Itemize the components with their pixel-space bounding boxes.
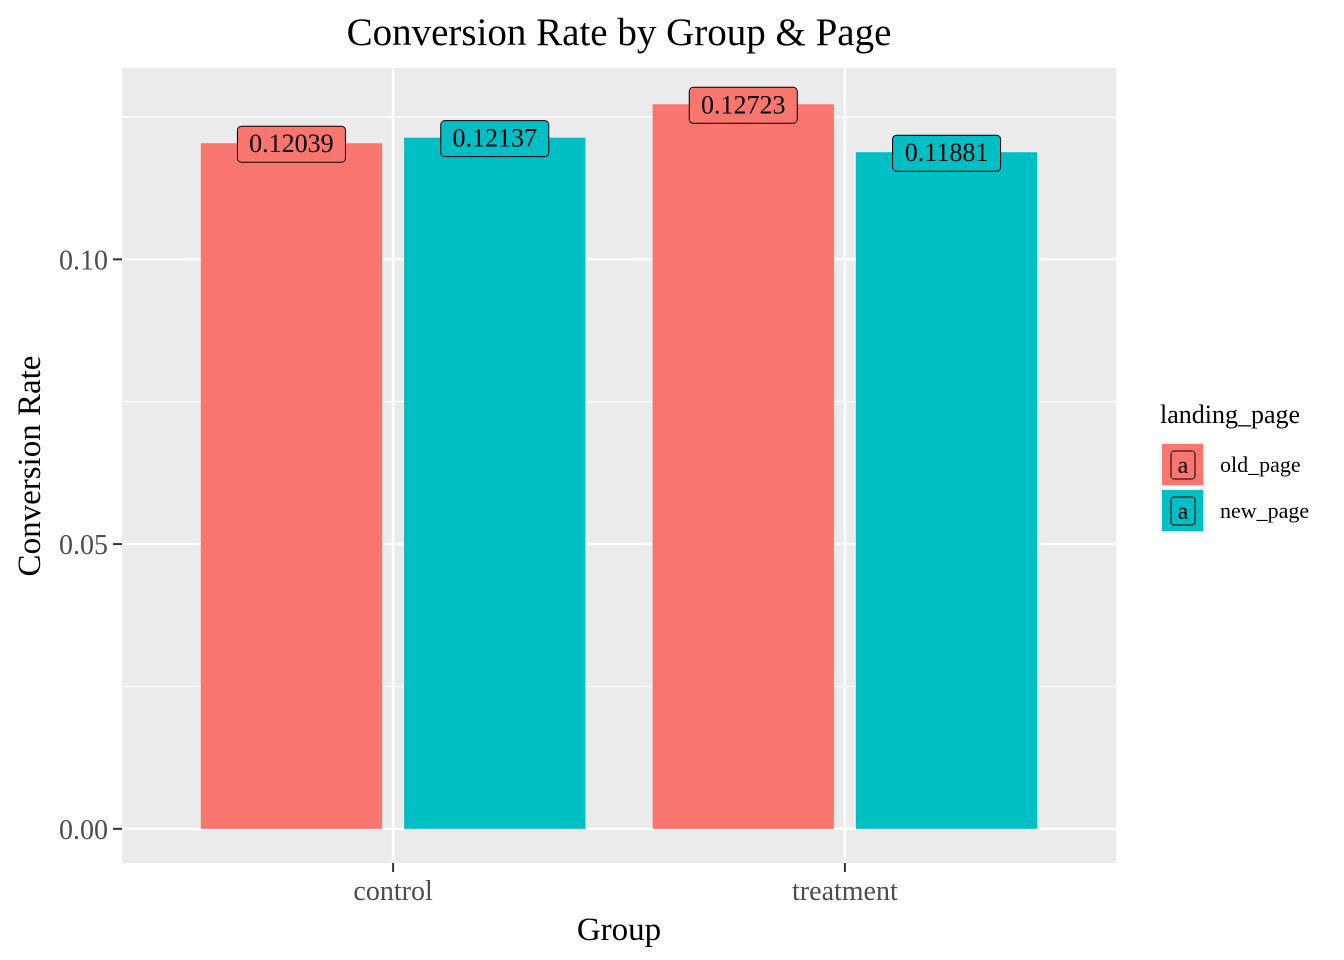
data-label-box	[440, 120, 550, 158]
bar	[652, 104, 834, 829]
bar	[200, 143, 383, 829]
y-tick-label: 0.10	[59, 245, 108, 276]
legend-key-label-box	[1170, 450, 1196, 480]
y-tick-label: 0.05	[59, 530, 108, 561]
data-label: 0.11881	[905, 138, 989, 167]
data-label: 0.12039	[249, 129, 334, 158]
legend-item-label: old_page	[1220, 452, 1301, 477]
legend-item-label: new_page	[1220, 498, 1309, 523]
chart-title: Conversion Rate by Group & Page	[347, 11, 892, 54]
bar	[404, 137, 586, 829]
data-label: 0.12723	[701, 90, 786, 119]
legend-key-label-box	[1170, 496, 1196, 526]
y-axis-label: Conversion Rate	[12, 356, 48, 577]
data-labels: 0.12039 0.12137 0.12723 0.11881	[236, 86, 1002, 172]
data-label-box	[236, 125, 346, 163]
x-tick-label: control	[353, 876, 433, 907]
y-tick-label: 0.00	[59, 815, 108, 846]
bar	[855, 152, 1038, 829]
bars	[200, 104, 1038, 829]
legend-key-glyph: a	[1178, 499, 1189, 525]
x-axis-label: Group	[577, 912, 661, 948]
legend-key-glyph: a	[1178, 453, 1189, 479]
x-tick-label: treatment	[792, 876, 898, 907]
data-label-box	[892, 134, 1002, 172]
data-label-box	[688, 86, 798, 124]
legend-title: landing_page	[1160, 400, 1300, 429]
data-label: 0.12137	[453, 124, 538, 153]
axes: 0.00 0.05 0.10 control treatment	[59, 245, 898, 907]
